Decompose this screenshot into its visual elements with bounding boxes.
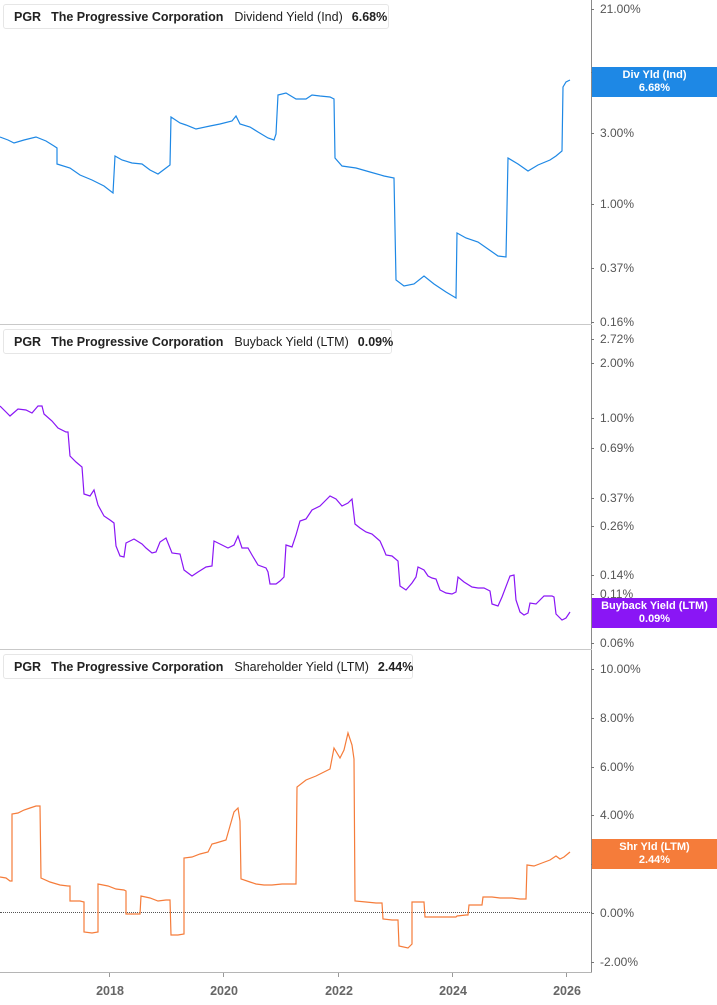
y-tick: 6.00% [590,761,634,773]
y-tick: 0.11% [590,588,633,600]
badge-label: Buyback Yield (LTM) [601,600,708,612]
y-tick: 3.00% [590,127,634,139]
y-tick: 0.26% [590,520,634,532]
y-tick: 0.06% [590,637,634,649]
legend-company: The Progressive Corporation [51,334,224,349]
legend-metric: Dividend Yield (Ind) [234,9,343,24]
y-tick: 1.00% [590,198,634,210]
x-axis-label: 2024 [439,984,467,998]
panel-separator [0,649,592,650]
x-tick [338,973,339,977]
zero-reference-line [0,912,592,913]
buyback-yield-legend[interactable]: PGR The Progressive Corporation Buyback … [3,329,394,354]
legend-value: 0.09% [357,334,394,349]
x-axis-line [0,972,592,973]
legend-company: The Progressive Corporation [51,9,224,24]
x-axis-label: 2022 [325,984,353,998]
legend-value: 2.44% [377,659,414,674]
y-tick: 0.16% [590,316,634,328]
y-tick: 0.00% [590,907,634,919]
x-axis-label: 2018 [96,984,124,998]
legend-ticker: PGR [14,9,42,24]
dividend-yield-line [0,79,571,300]
y-tick: 1.00% [590,412,634,424]
x-axis-label: 2020 [210,984,238,998]
y-tick: 10.00% [591,663,641,675]
y-tick: 2.00% [590,357,634,369]
chart-series-layer [0,79,571,949]
legend-value: 6.68% [351,9,388,24]
y-tick: 0.37% [590,262,634,274]
legend-ticker: PGR [14,334,42,349]
dividend-yield-legend[interactable]: PGR The Progressive Corporation Dividend… [3,4,389,29]
buyback-yield-line [0,405,571,621]
legend-metric: Shareholder Yield (LTM) [234,659,369,674]
shareholder-yield-line [0,730,571,949]
panel-separator [0,324,592,325]
badge-value: 2.44% [638,854,671,866]
shareholder-yield-legend[interactable]: PGR The Progressive Corporation Sharehol… [3,654,413,679]
y-tick: 4.00% [590,809,634,821]
badge-value: 0.09% [638,613,671,625]
x-tick [566,973,567,977]
y-tick: 0.37% [590,492,634,504]
y-tick: 2.72% [590,333,634,345]
badge-value: 6.68% [638,82,671,94]
legend-company: The Progressive Corporation [51,659,224,674]
badge-label: Div Yld (Ind) [622,69,687,81]
x-tick [223,973,224,977]
y-tick: 21.00% [591,3,641,15]
legend-ticker: PGR [14,659,42,674]
y-tick: 8.00% [590,712,634,724]
x-axis-label: 2026 [553,984,581,998]
y-tick: 0.14% [590,569,634,581]
x-tick [452,973,453,977]
y-axis-line [591,0,592,972]
x-tick [109,973,110,977]
current-value-badge: Div Yld (Ind) 6.68% [592,67,717,97]
legend-metric: Buyback Yield (LTM) [234,334,349,349]
y-tick: 0.69% [590,442,634,454]
current-value-badge: Buyback Yield (LTM) 0.09% [592,598,717,628]
y-tick: -2.00% [590,956,638,968]
current-value-badge: Shr Yld (LTM) 2.44% [592,839,717,869]
badge-label: Shr Yld (LTM) [619,841,690,853]
